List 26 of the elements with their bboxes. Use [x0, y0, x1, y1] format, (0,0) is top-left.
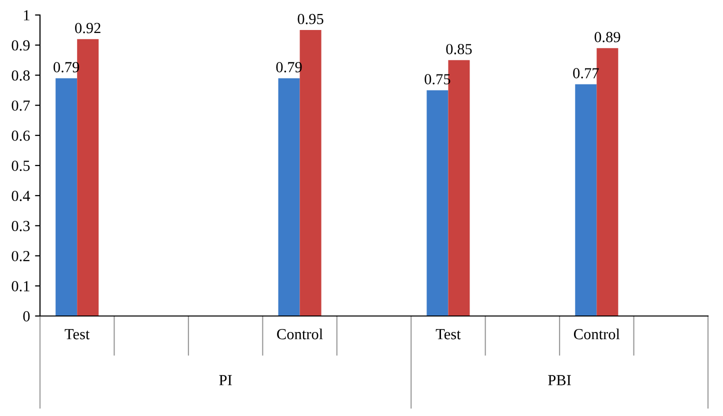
- text: PI: [219, 375, 232, 386]
- x-tick-label: Test: [436, 329, 461, 340]
- x-tick-label: Control: [277, 328, 323, 340]
- y-tick-label: 0.6: [12, 130, 30, 141]
- bar: [77, 39, 99, 316]
- bar: [56, 78, 78, 316]
- text: PBI: [548, 375, 571, 386]
- data-label: 0.92: [75, 22, 100, 34]
- data-label: 0.95: [298, 14, 324, 24]
- y-tick-label: 1: [24, 10, 30, 20]
- data-label: 0.85: [446, 44, 472, 54]
- y-tick-label: 0.9: [12, 40, 30, 51]
- y-tick-label: 0: [23, 311, 30, 322]
- x-tick-label: Control: [574, 328, 620, 340]
- y-tick-label: 0.3: [12, 220, 30, 232]
- y-tick-label: 0.1: [12, 281, 30, 292]
- x-tick-label: Test: [64, 329, 90, 340]
- y-tick-label: 0.4: [12, 190, 30, 202]
- bar: [426, 90, 448, 316]
- bar: [575, 84, 597, 316]
- y-tick-label: 0.8: [12, 70, 30, 81]
- bar: [278, 78, 300, 316]
- y-tick-label: 0.7: [12, 100, 30, 111]
- y-tick-label: 0.5: [12, 160, 30, 172]
- y-tick-label: 0.2: [12, 250, 30, 262]
- data-label: 0.89: [594, 32, 620, 42]
